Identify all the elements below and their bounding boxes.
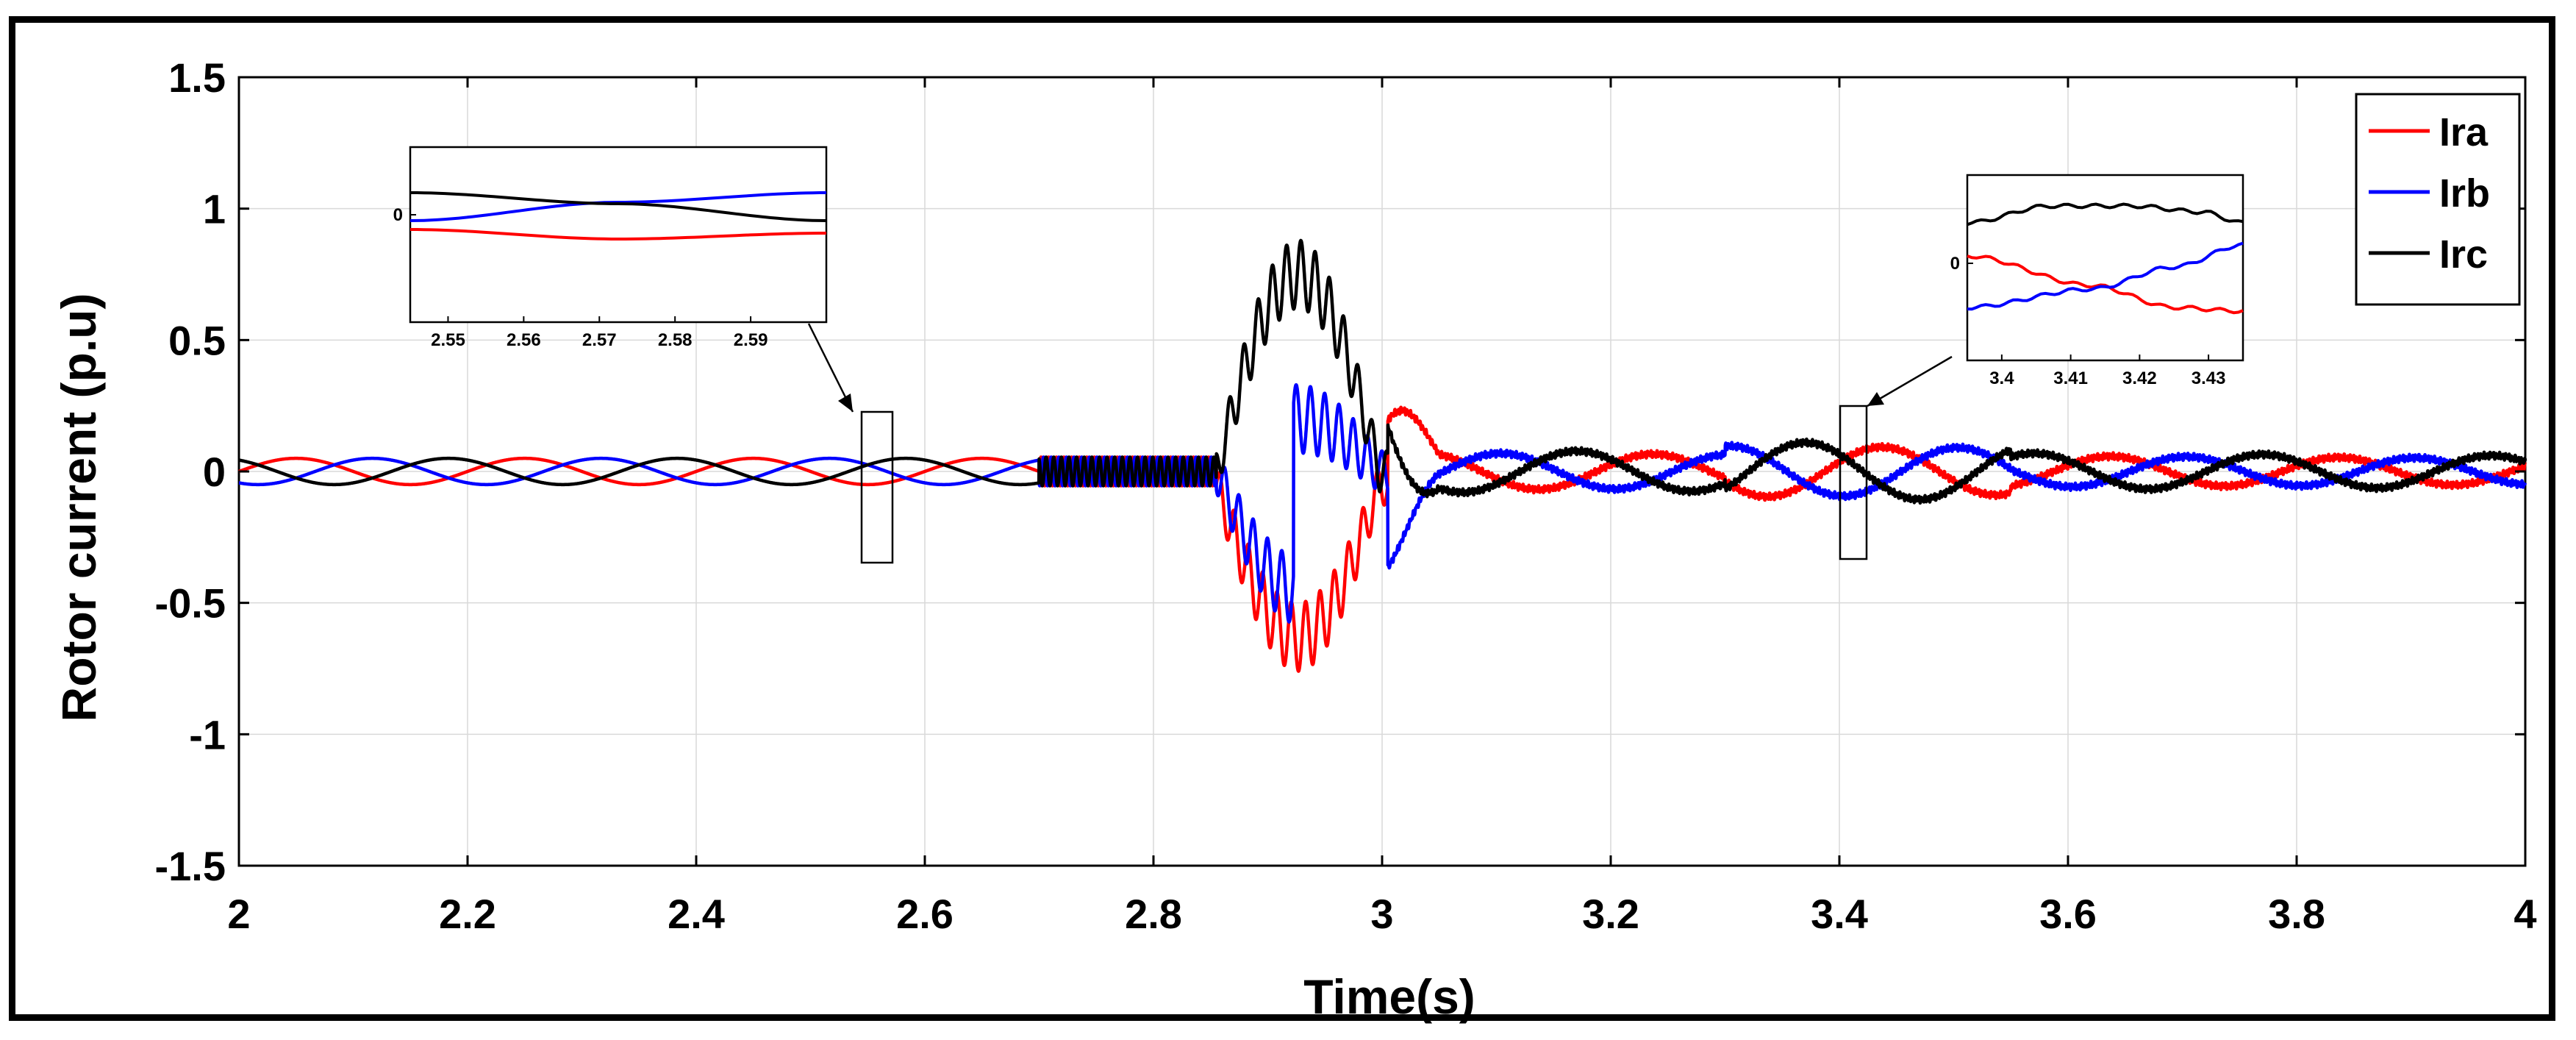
legend-label-ira: Ira	[2439, 110, 2489, 154]
inset-x-tick-label: 2.58	[658, 330, 693, 350]
inset-x-tick-label: 2.55	[431, 330, 465, 350]
inset-x-tick-label: 2.56	[507, 330, 541, 350]
axis-ticks: 2 2.2 2.4 2.6 2.8 3 3.2 3.4 3.6 3.8 4 1.5 1 0.5 0 -0.5 -…	[155, 54, 2537, 937]
series-line-irb	[237, 382, 2527, 624]
inset-right: 3.4 3.41 3.42 3.43 0	[1950, 174, 2244, 388]
x-axis-title: Time(s)	[1303, 969, 1475, 1024]
legend-label-irb: Irb	[2439, 171, 2490, 216]
y-tick-label: -1	[189, 711, 226, 758]
series-line-ira	[237, 405, 2527, 673]
inset-curve-irc	[1967, 202, 2244, 227]
x-tick-label: 3	[1370, 891, 1393, 937]
x-tick-label: 2.2	[439, 891, 496, 937]
y-tick-label: 1.5	[168, 54, 226, 101]
x-tick-label: 3.2	[1582, 891, 1639, 937]
zoom-callouts	[807, 323, 1953, 564]
y-tick-label: -0.5	[155, 580, 226, 627]
x-tick-label: 4	[2514, 891, 2536, 937]
callout-arrowhead-left	[838, 393, 853, 412]
inset-x-tick-label: 3.41	[2053, 368, 2088, 388]
series-line-irc	[237, 238, 2527, 505]
x-tick-label: 2.8	[1125, 891, 1182, 937]
y-tick-label: -1.5	[155, 843, 226, 889]
inset-y-tick-label: 0	[1950, 254, 1960, 274]
x-tick-label: 2.4	[668, 891, 725, 937]
x-tick-label: 3.8	[2268, 891, 2325, 937]
inset-x-tick-label: 2.57	[582, 330, 617, 350]
y-tick-label: 0.5	[168, 317, 226, 363]
y-tick-label: 1	[203, 186, 226, 232]
inset-curve-irc	[410, 191, 827, 222]
inset-y-tick-label: 0	[393, 205, 403, 225]
inset-x-tick-label: 3.42	[2122, 368, 2157, 388]
y-tick-label: 0	[203, 449, 226, 495]
insets: 2.55 2.56 2.57 2.58 2.59 0 3.4 3.41 3.42 3.43 0	[393, 146, 2244, 388]
x-tick-label: 3.6	[2039, 891, 2097, 937]
inset-left: 2.55 2.56 2.57 2.58 2.59 0	[393, 146, 828, 350]
callout-arrowhead-right	[1867, 392, 1884, 406]
legend-box	[2355, 93, 2521, 306]
inset-x-tick-label: 3.4	[1989, 368, 2014, 388]
inset-x-tick-label: 2.59	[734, 330, 768, 350]
inset-curve-ira	[410, 228, 826, 241]
y-axis-title: Rotor current (p.u)	[51, 293, 106, 722]
callout-arrow-right	[1867, 355, 1953, 407]
figure-frame	[9, 16, 2555, 1021]
x-tick-label: 2	[227, 891, 250, 937]
zoom-box-right	[1839, 405, 1868, 560]
zoom-box-left	[860, 410, 894, 564]
series-lines	[237, 238, 2527, 673]
legend: Ira Irb Irc	[2355, 93, 2521, 306]
inset-curve-irb	[1967, 241, 2244, 311]
legend-label-irc: Irc	[2439, 232, 2488, 277]
x-tick-label: 3.4	[1811, 891, 1868, 937]
inset-x-tick-label: 3.43	[2192, 368, 2226, 388]
x-tick-label: 2.6	[896, 891, 954, 937]
inset-frame	[1966, 174, 2244, 362]
